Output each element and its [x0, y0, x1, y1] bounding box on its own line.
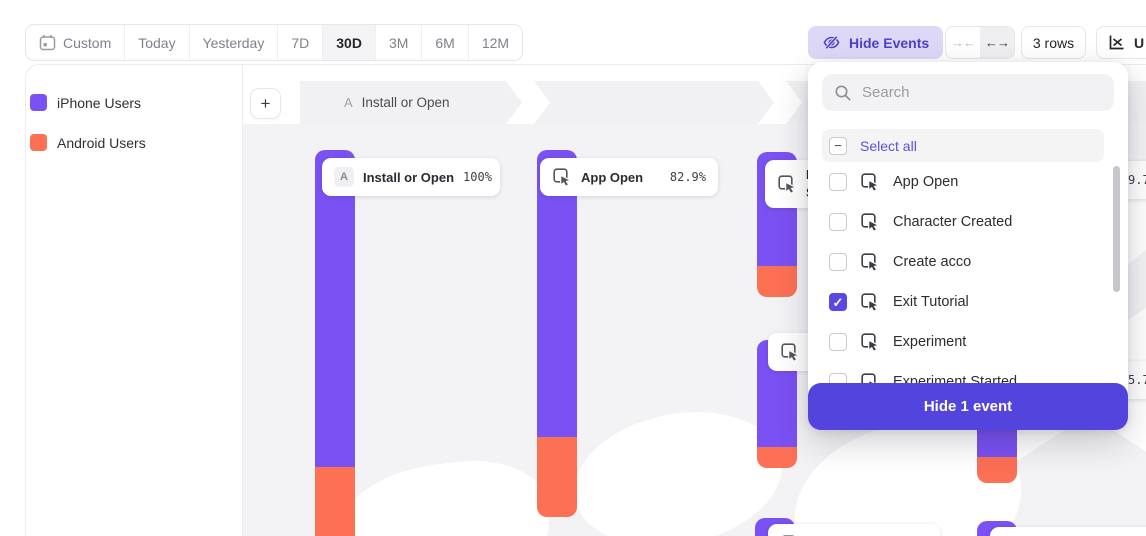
search-icon	[835, 84, 851, 100]
bar-segment-android	[757, 447, 797, 468]
event-icon	[778, 175, 797, 194]
event-icon	[861, 333, 880, 352]
step-card-clipped-row4[interactable]	[990, 527, 1146, 536]
date-range-custom[interactable]: Custom	[26, 25, 126, 60]
funnel-bar-step1[interactable]	[315, 150, 355, 536]
collapse-columns-button[interactable]: →←	[951, 35, 976, 50]
event-item-experiment[interactable]: ✓ Experiment	[822, 322, 1104, 362]
bar-segment-android	[537, 437, 577, 517]
bar-segment-android	[977, 457, 1017, 483]
date-range-today[interactable]: Today	[125, 25, 190, 60]
date-range-3m[interactable]: 3M	[376, 25, 423, 60]
event-icon	[781, 343, 800, 362]
event-icon	[861, 173, 880, 192]
event-icon	[861, 253, 880, 272]
step-header-label: Install or Open	[361, 95, 450, 110]
eye-off-icon	[823, 35, 840, 50]
expand-columns-button[interactable]: ←→	[980, 27, 1014, 58]
step-value: 5.7%	[1128, 373, 1146, 387]
funnel-bar-step2[interactable]	[537, 150, 577, 517]
date-range-6m[interactable]: 6M	[422, 25, 469, 60]
date-range-selector: Custom Today Yesterday 7D 30D 3M 6M 12M	[25, 24, 524, 61]
select-all-row[interactable]: − Select all	[822, 129, 1104, 162]
rows-count-button[interactable]: 3 rows	[1021, 26, 1086, 59]
event-search-box[interactable]	[822, 74, 1114, 111]
dropdown-scrollbar[interactable]	[1113, 166, 1120, 292]
legend-divider	[242, 65, 243, 536]
funnel-step-header-1[interactable]: A Install or Open	[300, 81, 522, 124]
step-label: Install or Open	[363, 169, 455, 185]
step-badge: A	[334, 167, 354, 187]
legend-label-iphone: iPhone Users	[57, 95, 142, 111]
calendar-icon	[39, 35, 56, 51]
column-width-control: →← ←→	[945, 26, 1015, 59]
step-prefix: A	[344, 95, 353, 110]
event-checkbox[interactable]: ✓	[829, 333, 847, 351]
step-value: 82.9%	[669, 170, 706, 184]
event-checkbox[interactable]: ✓	[829, 293, 847, 311]
bar-segment-iphone	[315, 150, 355, 467]
event-checkbox[interactable]: ✓	[829, 213, 847, 231]
event-checkbox[interactable]: ✓	[829, 173, 847, 191]
bar-segment-android	[315, 467, 355, 536]
hide-one-event-button[interactable]: Hide 1 event	[808, 383, 1128, 430]
hide-events-button[interactable]: Hide Events	[808, 26, 944, 59]
step-label: App Open	[581, 169, 644, 185]
event-checkbox[interactable]: ✓	[829, 253, 847, 271]
add-step-button[interactable]: +	[250, 88, 281, 119]
legend-swatch-android	[30, 134, 47, 151]
bar-segment-iphone	[537, 150, 577, 437]
legend-label-android: Android Users	[57, 135, 146, 151]
step-card-install-or-open[interactable]: A Install or Open 100%	[322, 158, 500, 196]
date-range-7d[interactable]: 7D	[278, 25, 324, 60]
flow-band	[331, 451, 555, 536]
step-value: 9.7%	[1128, 173, 1146, 187]
step-card-clipped-row3[interactable]	[768, 524, 940, 536]
date-range-12m[interactable]: 12M	[481, 34, 510, 51]
event-item-app-open[interactable]: ✓ App Open	[822, 162, 1104, 202]
event-item-create-acco[interactable]: ✓ Create acco	[822, 242, 1104, 282]
hide-events-label: Hide Events	[849, 34, 930, 51]
event-icon	[861, 213, 880, 232]
select-all-label: Select all	[860, 137, 917, 154]
select-all-checkbox[interactable]: −	[829, 136, 847, 155]
event-search-input[interactable]	[862, 84, 1102, 101]
users-metric-button[interactable]: U	[1096, 26, 1146, 59]
hide-events-dropdown: − Select all ✓ App Open ✓ Character Crea…	[808, 62, 1128, 430]
event-item-character-created[interactable]: ✓ Character Created	[822, 202, 1104, 242]
event-icon	[553, 168, 572, 187]
legend-swatch-iphone	[30, 94, 47, 111]
step-card-app-open[interactable]: App Open 82.9%	[540, 158, 718, 196]
funnel-step-header-2[interactable]	[534, 81, 774, 124]
bar-segment-android	[757, 266, 797, 297]
event-item-exit-tutorial[interactable]: ✓ Exit Tutorial	[822, 282, 1104, 322]
date-range-30d[interactable]: 30D	[323, 25, 376, 60]
step-value: 100%	[463, 170, 492, 184]
line-chart-icon	[1109, 35, 1124, 50]
date-range-label: Custom	[63, 34, 112, 51]
date-range-yesterday[interactable]: Yesterday	[190, 25, 279, 60]
event-icon	[861, 293, 880, 312]
